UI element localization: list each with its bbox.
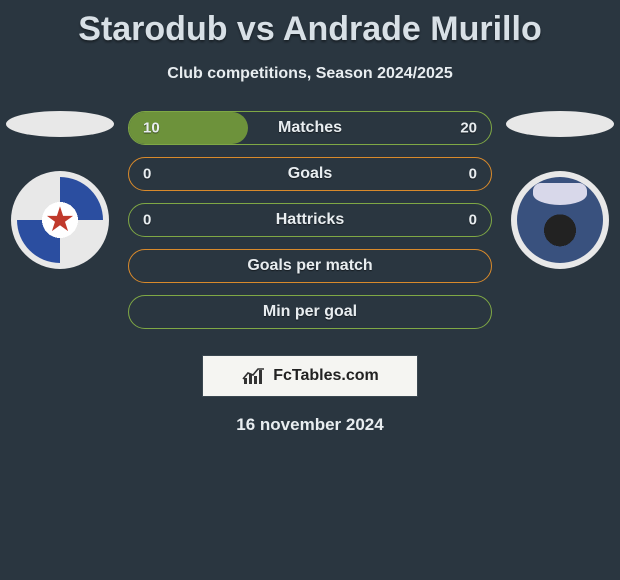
- stat-label: Goals: [288, 165, 332, 183]
- page-title: Starodub vs Andrade Murillo: [0, 0, 620, 49]
- brand-text: FcTables.com: [273, 367, 379, 385]
- player-left-column: [0, 111, 120, 269]
- stat-row: 0 Hattricks 0: [128, 203, 492, 237]
- player-left-portrait: [6, 111, 114, 137]
- brand-watermark: FcTables.com: [202, 355, 418, 397]
- player-right-portrait: [506, 111, 614, 137]
- stat-right-value: 0: [469, 212, 477, 229]
- stat-row: 0 Goals 0: [128, 157, 492, 191]
- comparison-grid: 10 Matches 20 0 Goals 0 0 Hattricks 0 Goals per m…: [0, 111, 620, 341]
- stat-right-value: 20: [460, 120, 477, 137]
- stat-right-value: 0: [469, 166, 477, 183]
- chart-icon: [241, 366, 267, 386]
- stat-label: Matches: [278, 119, 342, 137]
- stat-row: Min per goal: [128, 295, 492, 329]
- player-right-column: [500, 111, 620, 269]
- team-left-badge: [11, 171, 109, 269]
- stat-label: Goals per match: [247, 257, 372, 275]
- team-right-badge: [511, 171, 609, 269]
- stat-left-value: 10: [143, 120, 160, 137]
- stat-row: Goals per match: [128, 249, 492, 283]
- stats-container: 10 Matches 20 0 Goals 0 0 Hattricks 0 Goals per m…: [120, 111, 500, 341]
- stat-left-value: 0: [143, 166, 151, 183]
- date-line: 16 november 2024: [0, 415, 620, 435]
- stat-left-value: 0: [143, 212, 151, 229]
- subtitle: Club competitions, Season 2024/2025: [0, 65, 620, 83]
- stat-label: Min per goal: [263, 303, 357, 321]
- stat-row: 10 Matches 20: [128, 111, 492, 145]
- stat-label: Hattricks: [276, 211, 344, 229]
